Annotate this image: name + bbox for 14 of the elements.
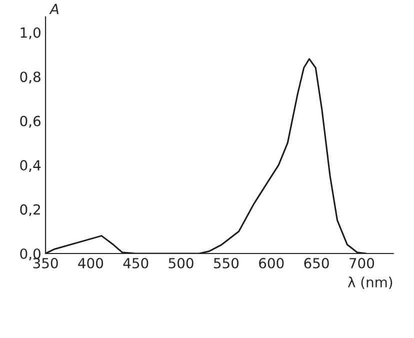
x-tick-label: 650 (304, 258, 329, 268)
x-tick-label: 700 (350, 258, 374, 268)
x-tick-label: 500 (168, 258, 194, 268)
y-tick-label: 0,6 (20, 116, 40, 128)
x-axis-title: λ (nm) (348, 276, 392, 290)
y-tick-label: 0,2 (20, 204, 40, 216)
y-tick-label: 0,4 (20, 160, 41, 172)
y-tick-label: 0,8 (20, 72, 40, 84)
x-tick-label: 600 (259, 258, 284, 268)
x-tick-label: 400 (78, 258, 104, 268)
x-tick-label: 550 (214, 258, 239, 268)
x-tick-label: 450 (123, 258, 148, 268)
y-axis-title: A (49, 4, 58, 14)
y-tick-label: 1,0 (20, 27, 40, 40)
